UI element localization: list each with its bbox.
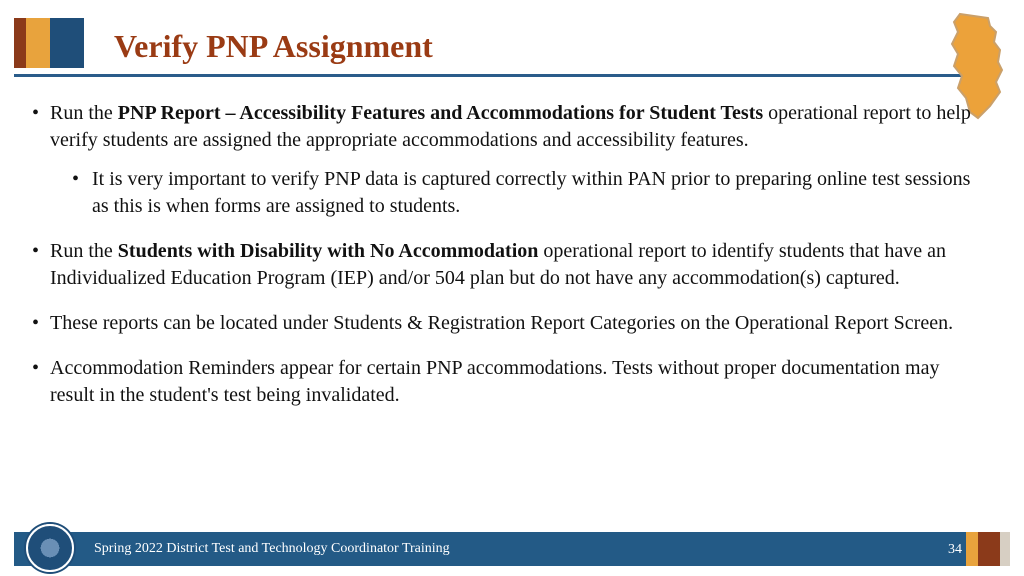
sub-bullet-list: It is very important to verify PNP data … [50,166,976,220]
sub-bullet-item: It is very important to verify PNP data … [68,166,976,220]
footer-stripe-3 [1000,532,1010,566]
bold-run: PNP Report – Accessibility Features and … [118,102,763,124]
footer-main: Spring 2022 District Test and Technology… [14,532,966,566]
slide-body: Run the PNP Report – Accessibility Featu… [30,100,976,427]
text-run: These reports can be located under Stude… [50,312,953,334]
title-underline [14,74,968,77]
header-accent-bars [14,18,84,68]
slide-title: Verify PNP Assignment [114,28,433,65]
text-run: Accommodation Reminders appear for certa… [50,357,940,406]
bullet-item: Accommodation Reminders appear for certa… [30,355,976,409]
footer-accent-stripes [966,532,1010,566]
bullet-item: These reports can be located under Stude… [30,310,976,337]
accent-bar-1 [14,18,26,68]
footer-stripe-1 [966,532,978,566]
text-run: Run the [50,102,118,124]
text-run: It is very important to verify PNP data … [92,168,970,217]
footer-bar: Spring 2022 District Test and Technology… [14,532,1010,566]
accent-bar-2 [26,18,50,68]
accent-bar-3 [50,18,84,68]
page-number: 34 [948,542,962,558]
text-run: Run the [50,240,118,262]
bullet-item: Run the Students with Disability with No… [30,238,976,292]
footer-stripe-2 [978,532,1000,566]
slide: Verify PNP Assignment Run the PNP Report… [0,0,1024,576]
bullet-list: Run the PNP Report – Accessibility Featu… [30,100,976,409]
state-seal-icon [26,524,74,572]
bold-run: Students with Disability with No Accommo… [118,240,539,262]
footer-text: Spring 2022 District Test and Technology… [94,541,450,557]
bullet-item: Run the PNP Report – Accessibility Featu… [30,100,976,220]
